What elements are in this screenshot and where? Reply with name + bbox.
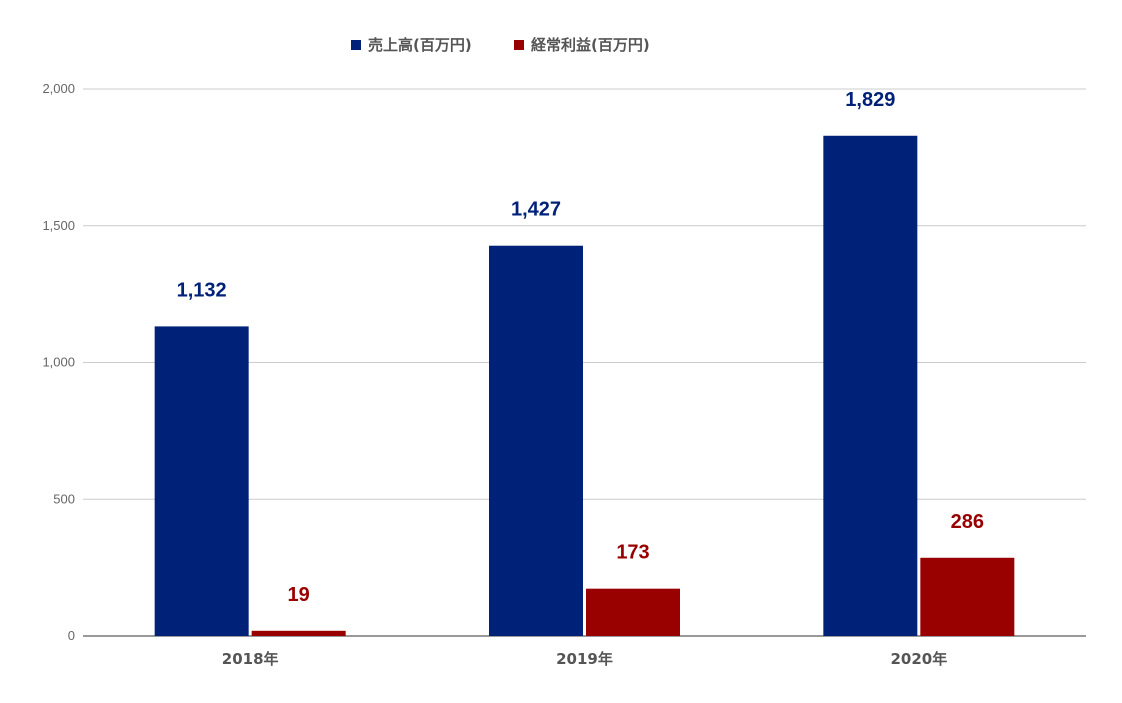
x-tick-label: 2018年 <box>222 650 279 668</box>
bar-profit-1 <box>586 588 680 636</box>
data-label-sales-1: 1,427 <box>511 199 561 221</box>
gridlines <box>83 88 1086 637</box>
y-tick-label: 500 <box>53 491 75 506</box>
bar-profit-0 <box>251 630 346 636</box>
y-tick-label: 1,000 <box>42 355 75 370</box>
y-tick-label: 0 <box>68 628 75 643</box>
legend-swatch-sales <box>351 40 361 50</box>
y-axis-ticks: 0 500 1,000 1,500 2,000 <box>42 81 75 643</box>
y-tick-label: 2,000 <box>42 81 75 96</box>
legend-label-sales: 売上高(百万円) <box>368 36 472 54</box>
legend-swatch-profit <box>514 40 524 50</box>
bar-profit-2 <box>920 557 1015 636</box>
legend-label-profit: 経常利益(百万円) <box>531 36 650 54</box>
x-tick-label: 2019年 <box>556 650 613 668</box>
bar-sales-0 <box>154 326 249 636</box>
data-label-sales-0: 1,132 <box>177 279 227 301</box>
x-tick-label: 2020年 <box>890 650 947 668</box>
legend: 売上高(百万円) 経常利益(百万円) <box>351 36 650 54</box>
data-label-profit-1: 173 <box>616 542 649 564</box>
bar-sales-2 <box>823 135 918 636</box>
data-label-profit-2: 286 <box>951 511 984 533</box>
bar-sales-1 <box>489 245 583 636</box>
data-labels: 1,132 19 1,427 173 1,829 286 <box>177 89 984 606</box>
bars <box>154 135 1015 636</box>
y-tick-label: 1,500 <box>42 218 75 233</box>
data-label-sales-2: 1,829 <box>845 89 895 111</box>
data-label-profit-0: 19 <box>288 584 310 606</box>
x-axis-ticks: 2018年 2019年 2020年 <box>222 650 947 668</box>
